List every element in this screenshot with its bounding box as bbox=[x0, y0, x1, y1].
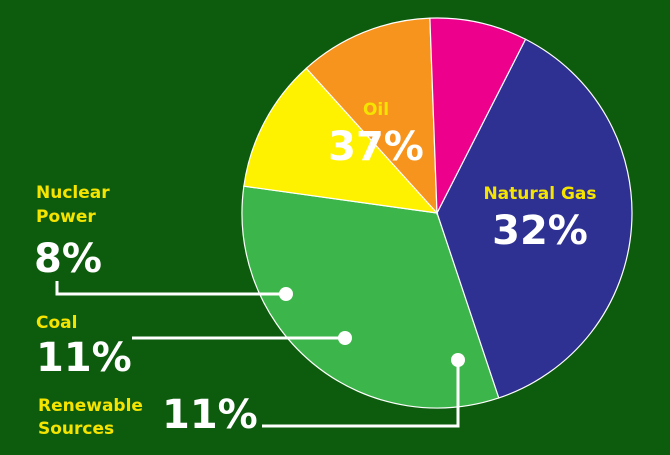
pie-slice-renewable bbox=[243, 67, 439, 214]
pie-slice-nuclear bbox=[429, 17, 527, 216]
leader-line-renewable bbox=[262, 362, 460, 428]
slice-label-nuclear-line2: Power bbox=[36, 207, 96, 227]
slice-label-coal: Coal bbox=[36, 313, 77, 333]
leader-dot-nuclear bbox=[279, 287, 293, 301]
slice-label-oil: Oil bbox=[363, 100, 389, 120]
leader-line-nuclear bbox=[55, 281, 285, 296]
slice-label-renewable-line2: Sources bbox=[38, 419, 114, 439]
slice-percent-oil: 37% bbox=[328, 124, 424, 170]
slice-label-nuclear-line1: Nuclear bbox=[36, 183, 110, 203]
slice-label-renewable-line1: Renewable bbox=[38, 396, 143, 416]
leader-dot-renewable bbox=[451, 353, 465, 367]
leader-dot-coal bbox=[338, 331, 352, 345]
pie-slice-coal bbox=[305, 17, 438, 215]
slice-percent-renewable: 11% bbox=[162, 392, 258, 438]
pie-slices bbox=[241, 17, 633, 409]
slice-percent-coal: 11% bbox=[36, 335, 132, 381]
leader-lines bbox=[55, 281, 465, 428]
slice-percent-nuclear: 8% bbox=[34, 236, 102, 282]
pie-slice-gas bbox=[241, 185, 500, 409]
slice-percent-natural-gas: 32% bbox=[492, 208, 588, 254]
pie-slice-oil bbox=[436, 38, 633, 399]
slice-label-natural-gas: Natural Gas bbox=[483, 184, 596, 204]
